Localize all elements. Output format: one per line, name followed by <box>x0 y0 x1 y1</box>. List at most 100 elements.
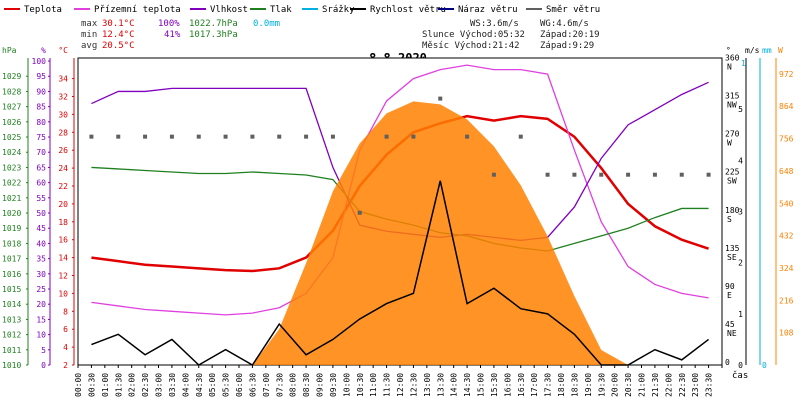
x-tick-label: 12:30 <box>409 373 418 397</box>
wind-direction-point <box>357 210 362 215</box>
axis-tick-label-hpa: 1025 <box>2 133 21 142</box>
x-tick-label: 04:00 <box>181 373 190 397</box>
legend-label: Rychlost větru <box>370 5 446 15</box>
axis-tick-label-percent: 10 <box>36 331 46 340</box>
wind-direction-point <box>196 134 201 139</box>
axis-tick-label-radiation: 756 <box>779 135 794 144</box>
axis-tick-label-percent: 60 <box>36 179 46 188</box>
axis-tick-label-percent: 0 <box>41 361 46 370</box>
axis-tick-label-radiation: 216 <box>779 296 794 305</box>
axis-tick-label-percent: 5 <box>41 346 46 355</box>
axis-tick-label-hpa: 1022 <box>2 179 21 188</box>
x-tick-label: 17:30 <box>544 373 553 397</box>
wind-gust-info: WG:4.6m/s <box>540 19 589 29</box>
axis-tick-label-celsius: 30 <box>58 110 68 119</box>
x-tick-label: 18:00 <box>557 373 566 397</box>
wind-direction-point <box>626 172 631 177</box>
axis-tick-label-direction: 90 <box>725 282 735 291</box>
x-tick-label: 01:30 <box>114 373 123 397</box>
wind-direction-point <box>491 172 496 177</box>
axis-tick-label-percent: 35 <box>36 255 46 264</box>
axis-tick-label-hpa: 1017 <box>2 255 21 264</box>
sun-moon-info: WS:3.6m/s WG:4.6m/s Slunce Východ:05:32 … <box>422 19 600 51</box>
x-tick-label: 12:00 <box>396 373 405 397</box>
wind-direction-point <box>223 134 228 139</box>
axis-tick-label-hpa: 1027 <box>2 103 21 112</box>
axis-tick-label-radiation: 864 <box>779 102 794 111</box>
x-tick-label: 04:30 <box>195 373 204 397</box>
axis-tick-label-wind: 2 <box>738 259 743 268</box>
axis-tick-label-celsius: 6 <box>63 325 68 334</box>
axis-unit-rain: mm <box>762 46 772 55</box>
x-tick-label: 15:00 <box>477 373 486 397</box>
x-tick-label: 03:00 <box>155 373 164 397</box>
x-tick-label: 06:00 <box>235 373 244 397</box>
wind-direction-point <box>169 134 174 139</box>
axis-tick-label-direction: 45 <box>725 320 735 329</box>
x-tick-label: 13:30 <box>436 373 445 397</box>
axis-tick-label-radiation: 108 <box>779 329 794 338</box>
axis-tick-label-direction: 0 <box>725 358 730 367</box>
axis-tick-label-celsius: 10 <box>58 289 68 298</box>
axis-tick-label-direction-name: E <box>727 291 732 300</box>
axis-tick-label-percent: 20 <box>36 300 46 309</box>
axis-tick-label-direction: 315 <box>725 92 740 101</box>
axis-tick-label-percent: 85 <box>36 103 46 112</box>
x-tick-label: 23:30 <box>705 373 714 397</box>
axis-tick-label-celsius: 12 <box>58 271 68 280</box>
stats-avg-temp: 20.5°C <box>102 41 135 51</box>
wind-direction-point <box>679 172 684 177</box>
x-tick-label: 10:30 <box>356 373 365 397</box>
wind-direction-point <box>572 172 577 177</box>
axis-unit-celsius: °C <box>58 46 68 55</box>
axis-tick-label-celsius: 18 <box>58 218 68 227</box>
axis-tick-label-percent: 45 <box>36 224 46 233</box>
wind-speed-info: WS:3.6m/s <box>470 19 519 29</box>
axis-tick-label-radiation: 540 <box>779 199 794 208</box>
axis-tick-label-celsius: 20 <box>58 200 68 209</box>
x-tick-label: 00:30 <box>87 373 96 397</box>
wind-direction-point <box>438 96 443 101</box>
stats-min-temp: 12.4°C <box>102 30 135 40</box>
legend-label: Srážky <box>322 5 355 15</box>
series-area-solar <box>91 101 709 366</box>
x-tick-label: 05:00 <box>208 373 217 397</box>
x-tick-label: 21:00 <box>638 373 647 397</box>
x-tick-label: 02:00 <box>128 373 137 397</box>
stats-block: max 30.1°C 100% 1022.7hPa 0.0mm min 12.4… <box>81 19 280 51</box>
axis-unit-radiation: W <box>778 46 783 55</box>
wind-direction-point <box>599 172 604 177</box>
axis-tick-label-celsius: 26 <box>58 146 68 155</box>
x-tick-label: 03:30 <box>168 373 177 397</box>
axis-tick-label-hpa: 1029 <box>2 72 21 81</box>
legend-label: Tlak <box>270 5 292 15</box>
axis-tick-label-celsius: 16 <box>58 236 68 245</box>
axis-tick-label-celsius: 24 <box>58 164 68 173</box>
sun-set-info: Západ:20:19 <box>540 30 600 40</box>
axis-tick-label-direction: 135 <box>725 244 740 253</box>
axis-tick-label-percent: 95 <box>36 72 46 81</box>
axis-unit-hpa: hPa <box>2 46 17 55</box>
stats-max-rain: 0.0mm <box>253 19 280 29</box>
axis-tick-label-celsius: 2 <box>63 361 68 370</box>
axis-tick-label-direction: 270 <box>725 130 740 139</box>
x-tick-label: 21:30 <box>651 373 660 397</box>
axis-tick-label-hpa: 1011 <box>2 346 21 355</box>
x-tick-label: 20:30 <box>624 373 633 397</box>
wind-direction-point <box>250 134 255 139</box>
axis-tick-label-hpa: 1012 <box>2 331 21 340</box>
axis-tick-label-direction-name: S <box>727 215 732 224</box>
wind-direction-point <box>89 134 94 139</box>
axis-tick-label-hpa: 1014 <box>2 300 21 309</box>
x-tick-label: 05:30 <box>222 373 231 397</box>
x-tick-label: 08:00 <box>289 373 298 397</box>
axis-tick-label-wind-extra: 1 <box>741 59 746 68</box>
axis-tick-label-wind: 3 <box>738 208 743 217</box>
axis-tick-label-direction-name: NW <box>727 101 737 110</box>
x-tick-label: 14:30 <box>463 373 472 397</box>
x-tick-label: 07:00 <box>262 373 271 397</box>
axis-tick-label-celsius: 28 <box>58 128 68 137</box>
stats-avg-label: avg <box>81 41 97 51</box>
axis-tick-label-celsius: 8 <box>63 307 68 316</box>
stats-min-hum: 41% <box>164 30 181 40</box>
